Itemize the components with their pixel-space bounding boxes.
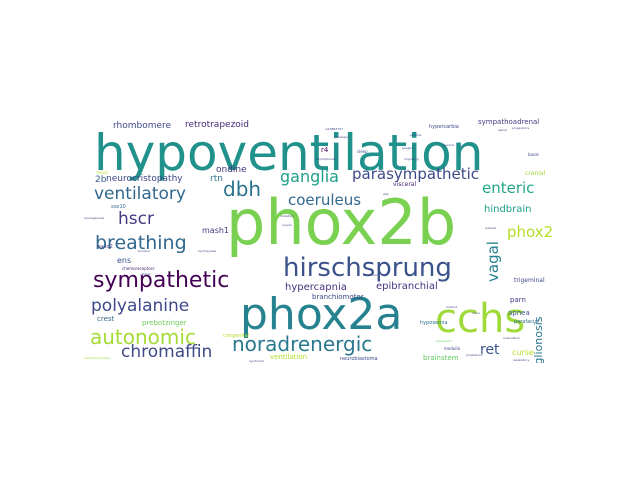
word-medulla: medulla [444,346,461,351]
word-apnea: apnea [508,309,530,317]
word-pontine: pontine [410,133,422,137]
word-glia: glia [383,192,389,196]
word-projections: projections [466,353,483,357]
word-neurocristopathy: neurocristopathy [106,174,183,184]
word-neural: neural [282,223,292,227]
word-neurons: neurons [442,143,455,147]
word-autonomic: autonomic [90,325,196,349]
word-hirschsprung: hirschsprung [283,253,452,283]
word-neuroblastoma: neuroblastoma [340,356,378,362]
word-migrating: migrating [404,157,419,161]
word-plethysmography: plethysmography [84,356,111,360]
word-hscr: hscr [118,209,154,229]
word-parafacial: parafacial [514,319,539,325]
word-ret: ret [480,342,500,358]
word-hypercarbia: hypercarbia [429,124,459,130]
word-chromaffin: chromaffin [121,342,213,362]
word-hypercapnia: hypercapnia [285,282,347,293]
word-phox2b: phox2b [226,186,457,259]
word-cloud: hypoventilation phox2b phox2a cchs hirsc… [80,117,561,363]
word-hypoxemia: hypoxemia [420,320,448,326]
word-noradrenergic: noradrenergic [232,332,373,356]
word-cchs: cchs [435,296,526,342]
word-adrenal: adrenal [485,226,497,230]
word-basal: basal [528,152,539,157]
word-coeruleus: coeruleus [288,191,362,209]
word-dbh: dbh [223,177,262,201]
word-breathing: breathing [95,232,187,254]
word-mutation: mutation [280,214,294,218]
word-rtn: rtn [210,174,223,184]
word-phox2a: phox2a [240,289,403,340]
word-crest: crest [97,315,115,323]
word-trigeminal: trigeminal [514,277,545,284]
word-enteric: enteric [482,179,535,197]
word-central: central [140,272,151,276]
word-precursors: precursors [436,339,452,343]
word-hydroxylase: hydroxylase [198,249,217,253]
word-prebotzinger: prebotzinger [142,319,187,327]
word-epibranchial: epibranchial [376,281,438,292]
word-ventilation: ventilation [270,353,308,361]
word-mash1: mash1 [202,226,230,235]
word-2b: 2b [95,175,107,185]
word-paralogue: paralogue [334,135,350,139]
word-parasympathetic: parasympathetic [352,165,480,183]
word-ventilatory: ventilatory [94,184,186,204]
word-chemoreceptors: chemoreceptors [122,266,155,271]
word-vagal: vagal [484,241,502,282]
word-ens: ens [117,256,132,265]
word-progenitors: progenitors [512,126,530,130]
word-sox10: sox10 [111,204,126,210]
word-ganglia: ganglia [280,167,339,186]
word-spinal: spinal [498,128,507,132]
word-ganglion: ganglion [402,146,415,150]
word-rs16863757: rs16863757 [325,127,344,131]
word-sleep: sleep [357,149,368,154]
word-expansion: expansion [363,273,379,277]
word-hypoventilation: hypoventilation [94,124,484,182]
word-congenital: congenital [223,333,250,339]
word-retrotrapezoid: retrotrapezoid [185,120,250,130]
word-rhombomere: rhombomere [113,121,172,131]
word-brainstem: brainstem [423,354,459,362]
word-polyalanine: polyalanine [91,296,190,316]
word-innervation: innervation [503,336,521,340]
word-ondine: ondine [216,165,247,175]
word-visceral: visceral [393,181,417,188]
word-parn: parn [510,296,526,304]
word-r4: r4 [321,146,329,154]
word-cranial: cranial [525,170,546,177]
word-tyrosine: tyrosine [138,249,151,253]
word-syndrome: syndrome [249,359,264,363]
word-curse: curse [512,348,534,357]
word-facial: facial [97,170,108,175]
word-locus: locus [472,311,480,315]
word-neurogenesis: neurogenesis [84,216,105,220]
word-branchiomotor: branchiomotor [312,293,364,301]
word-sympathetic: sympathetic [93,268,230,293]
word-asymptomatic: asymptomatic [316,157,338,161]
word-phox2: phox2 [507,223,554,241]
word-hindbrain: hindbrain [484,204,532,215]
word-respiratory: respiratory [513,358,530,362]
word-mutant: mutant [446,305,457,309]
word-hand2: hand2 [97,244,113,250]
word-sympathoadrenal: sympathoadrenal [478,118,540,126]
